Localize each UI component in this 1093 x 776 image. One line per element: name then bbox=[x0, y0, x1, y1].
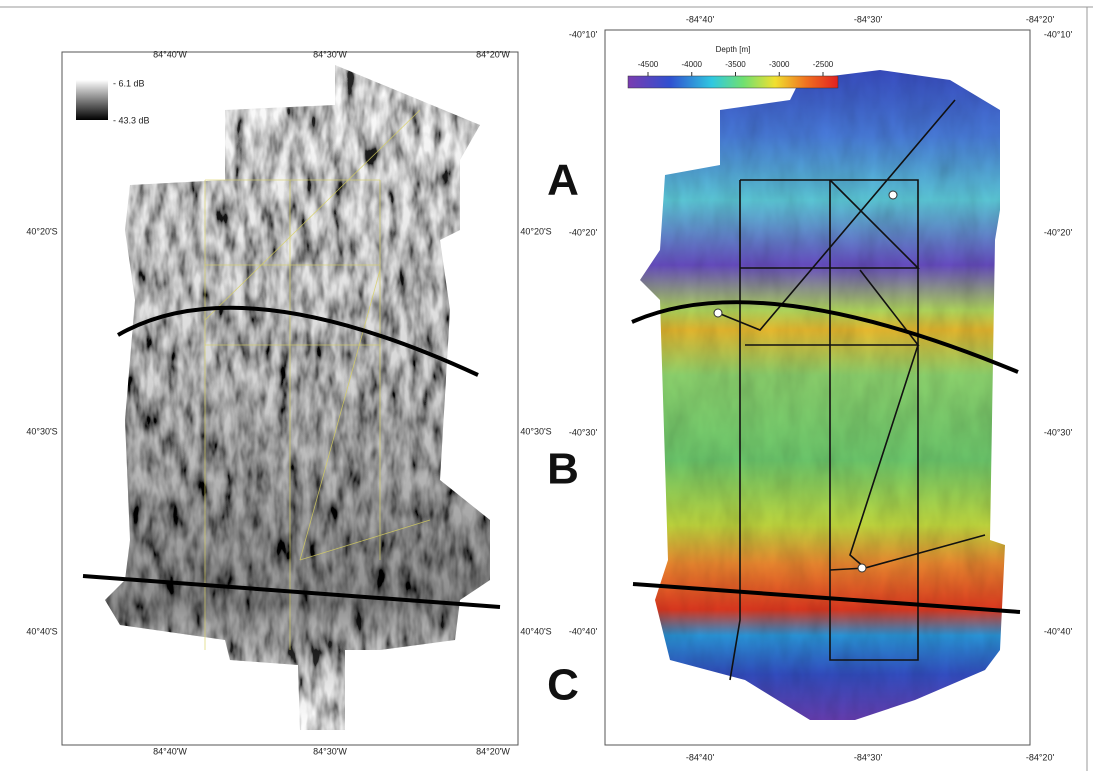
y-label: 40°30'S bbox=[520, 426, 551, 436]
section-label: A bbox=[547, 156, 579, 205]
x-label: -84°40' bbox=[686, 14, 715, 24]
x-label: 84°30'W bbox=[313, 746, 347, 756]
bathymetry bbox=[630, 60, 1020, 730]
y-label: -40°40' bbox=[1044, 626, 1073, 636]
y-label: 40°20'S bbox=[26, 226, 57, 236]
y-label: 40°30'S bbox=[26, 426, 57, 436]
colorbar-tick-label: -2500 bbox=[813, 60, 834, 69]
scale-label: - 43.3 dB bbox=[113, 115, 150, 125]
y-label: -40°20' bbox=[1044, 227, 1073, 237]
x-label: -84°20' bbox=[1026, 14, 1055, 24]
sonar-mosaic bbox=[100, 60, 500, 740]
station bbox=[714, 309, 722, 317]
y-label: -40°30' bbox=[569, 427, 598, 437]
y-label: 40°40'S bbox=[520, 626, 551, 636]
y-label: -40°10' bbox=[569, 29, 598, 39]
y-label: -40°40' bbox=[569, 626, 598, 636]
station bbox=[889, 191, 897, 199]
x-label: -84°30' bbox=[854, 14, 883, 24]
db-scale bbox=[76, 80, 108, 120]
x-label: -84°20' bbox=[1026, 752, 1055, 762]
section-label: B bbox=[547, 445, 579, 494]
x-label: 84°40'W bbox=[153, 49, 187, 59]
y-label: 40°40'S bbox=[26, 626, 57, 636]
colorbar-tick-label: -4500 bbox=[638, 60, 659, 69]
x-label: 84°20'W bbox=[476, 49, 510, 59]
x-label: -84°30' bbox=[854, 752, 883, 762]
colorbar bbox=[628, 76, 838, 88]
x-label: 84°30'W bbox=[313, 49, 347, 59]
colorbar-tick-label: -3500 bbox=[725, 60, 746, 69]
colorbar-ticks: -4500 -4000 -3500 -3000 -2500 bbox=[638, 60, 834, 76]
y-label: 40°20'S bbox=[520, 226, 551, 236]
colorbar-title: Depth [m] bbox=[716, 45, 751, 54]
x-label: 84°20'W bbox=[476, 746, 510, 756]
figure: - 6.1 dB - 43.3 dB 84°40'W 84°30'W 84°20… bbox=[0, 0, 1093, 771]
x-label: -84°40' bbox=[686, 752, 715, 762]
y-label: -40°10' bbox=[1044, 29, 1073, 39]
station bbox=[858, 564, 866, 572]
y-label: -40°30' bbox=[1044, 427, 1073, 437]
y-label: -40°20' bbox=[569, 227, 598, 237]
scale-label: - 6.1 dB bbox=[113, 78, 145, 88]
section-label: C bbox=[547, 661, 579, 710]
colorbar-tick-label: -3000 bbox=[769, 60, 790, 69]
x-label: 84°40'W bbox=[153, 746, 187, 756]
colorbar-tick-label: -4000 bbox=[682, 60, 703, 69]
